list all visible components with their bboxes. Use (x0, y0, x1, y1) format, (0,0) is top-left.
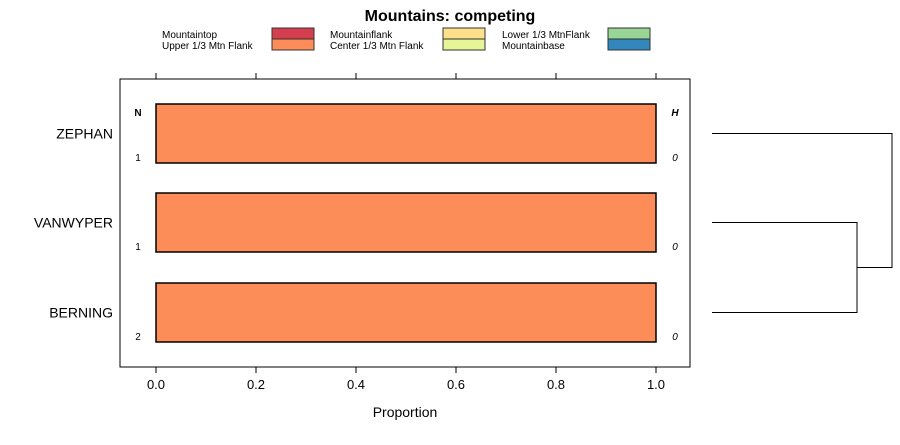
legend-label: Mountaintop (162, 30, 217, 41)
legend-swatch (271, 38, 315, 51)
category-label: ZEPHAN (56, 126, 113, 142)
x-axis: 0.0 0.2 0.4 0.6 0.8 1.0 (147, 73, 665, 392)
legend-swatch (442, 27, 486, 40)
bar-segment (155, 282, 657, 343)
h-header: H (671, 108, 679, 119)
category-label: BERNING (49, 305, 113, 321)
h-value: 0 (672, 242, 678, 253)
tick-label: 1.0 (647, 377, 665, 392)
bars: ZEPHAN 1 0 VANWYPER 1 0 BERNING 2 0 (34, 103, 678, 343)
bar-segment (155, 192, 657, 253)
x-axis-label: Proportion (373, 404, 438, 420)
n-value: 2 (135, 332, 141, 343)
category-label: VANWYPER (34, 215, 113, 231)
tick-label: 0.8 (547, 377, 565, 392)
tick-label: 0.6 (447, 377, 465, 392)
legend-swatch (271, 27, 315, 40)
legend-label: Lower 1/3 MtnFlank (502, 30, 591, 41)
h-value: 0 (672, 332, 678, 343)
n-header: N (134, 108, 141, 119)
tick-label: 0.2 (247, 377, 265, 392)
legend-swatch (442, 38, 486, 51)
chart-title: Mountains: competing (365, 8, 536, 25)
dendrogram-branches (712, 133, 893, 313)
legend-swatch (607, 27, 651, 40)
legend-swatch (607, 38, 651, 51)
legend-label: Center 1/3 Mtn Flank (330, 41, 424, 52)
tick-label: 0.4 (347, 377, 365, 392)
plot-panel (119, 78, 691, 368)
legend-label: Mountainbase (502, 41, 565, 52)
dendrogram (712, 133, 893, 313)
legend-label: Upper 1/3 Mtn Flank (162, 41, 254, 52)
tick-label: 0.0 (147, 377, 165, 392)
h-value: 0 (672, 153, 678, 164)
n-value: 1 (135, 153, 141, 164)
legend-label: Mountainflank (330, 30, 393, 41)
n-value: 1 (135, 242, 141, 253)
bar-segment (155, 103, 657, 164)
